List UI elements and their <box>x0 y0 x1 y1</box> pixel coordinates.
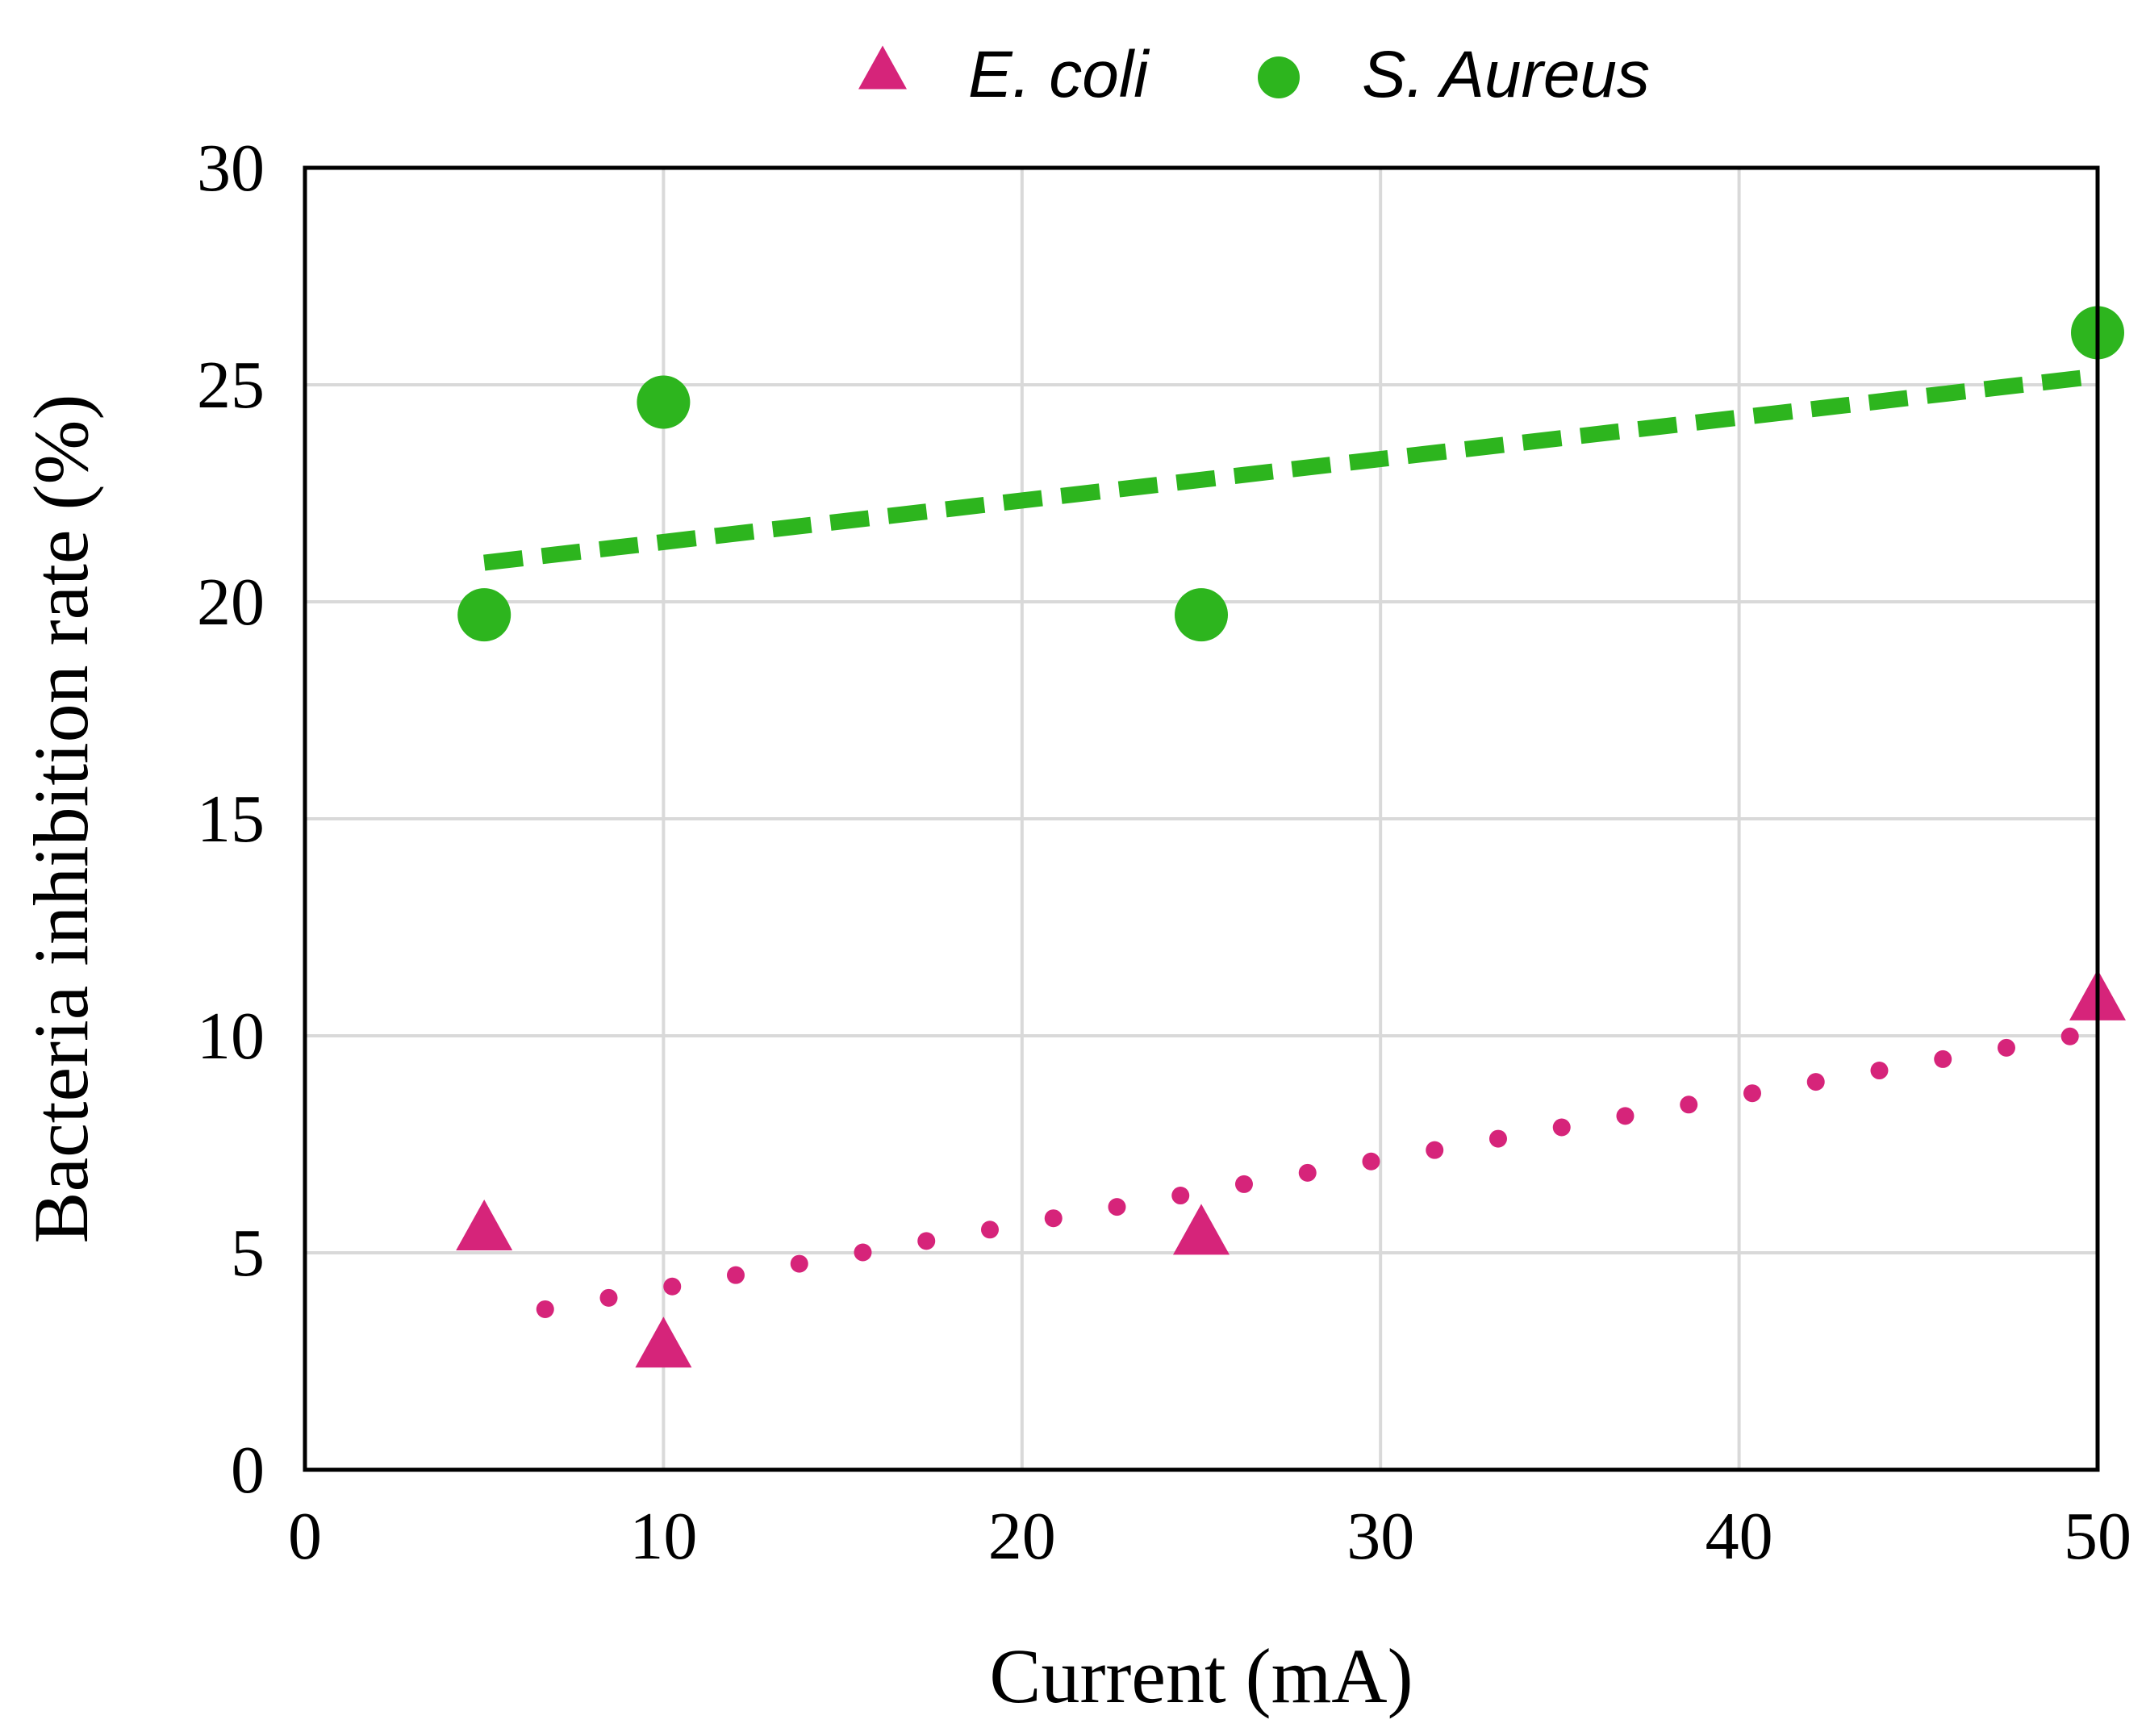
point-s-aureus-2 <box>1175 588 1228 642</box>
plot-frame <box>303 165 2100 1472</box>
x-tick-label-0: 0 <box>288 1499 322 1574</box>
legend: E. coli S. Aureus <box>858 38 1650 111</box>
y-tick-label-15: 15 <box>197 782 265 857</box>
y-tick-label-25: 25 <box>197 348 265 423</box>
grid <box>303 166 2099 1471</box>
legend-marker-e-coli-triangle-icon <box>858 45 907 90</box>
legend-label-s-aureus: S. Aureus <box>1362 38 1650 111</box>
x-tick-label-20: 20 <box>988 1499 1056 1574</box>
y-tick-label-30: 30 <box>197 131 265 206</box>
data-points <box>456 306 2126 1368</box>
y-axis-ticks: 0 5 10 15 20 25 30 <box>197 131 265 1508</box>
trendlines <box>483 368 2106 1318</box>
point-e-coli-1 <box>635 1317 692 1368</box>
legend-marker-s-aureus-circle-icon <box>1258 56 1300 98</box>
y-tick-label-20: 20 <box>197 565 265 640</box>
x-tick-label-40: 40 <box>1706 1499 1773 1574</box>
point-s-aureus-1 <box>637 375 691 429</box>
point-e-coli-0 <box>456 1200 513 1251</box>
y-tick-label-10: 10 <box>197 999 265 1074</box>
y-tick-label-0: 0 <box>231 1433 265 1508</box>
x-tick-label-50: 50 <box>2064 1499 2131 1574</box>
point-e-coli-2 <box>1173 1204 1230 1255</box>
x-axis-title: Current (mA) <box>989 1633 1413 1719</box>
y-axis-title: Bacteria inhibition rate (%) <box>18 394 104 1244</box>
x-tick-label-30: 30 <box>1346 1499 1414 1574</box>
trendline-e-coli <box>536 1022 2106 1318</box>
legend-label-e-coli: E. coli <box>968 38 1150 111</box>
x-axis-ticks: 0 10 20 30 40 50 <box>288 1499 2131 1574</box>
x-tick-label-10: 10 <box>629 1499 697 1574</box>
trendline-s-aureus <box>483 368 2099 571</box>
point-s-aureus-0 <box>457 588 511 642</box>
y-tick-label-5: 5 <box>231 1216 265 1291</box>
